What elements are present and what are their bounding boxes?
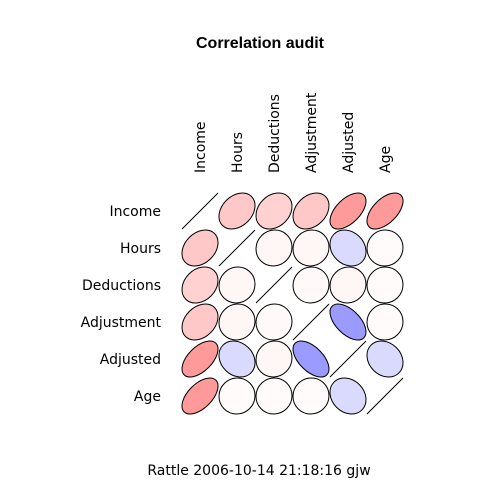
correlation-ellipse — [366, 340, 404, 378]
column-labels: Income Hours Deductions Adjustment Adjusted A… — [193, 92, 394, 173]
correlation-ellipse — [292, 377, 330, 415]
correlation-ellipse — [218, 303, 256, 341]
row-labels: Income Hours Deductions Adjustment Adjusted A… — [81, 204, 162, 405]
column-label: Deductions — [267, 94, 283, 173]
correlation-ellipse — [292, 229, 330, 267]
correlation-diagonal — [366, 377, 404, 415]
correlation-diagonal — [181, 192, 219, 230]
correlation-ellipse — [255, 229, 293, 267]
row-label: Age — [134, 389, 161, 405]
correlation-ellipse — [329, 229, 367, 267]
footer-caption: Rattle 2006-10-14 21:18:16 gjw — [147, 463, 370, 479]
correlation-ellipse — [218, 192, 256, 230]
correlation-ellipse — [329, 266, 367, 304]
correlation-ellipse — [181, 229, 219, 267]
column-label: Hours — [230, 132, 246, 173]
correlation-cells — [181, 192, 404, 415]
correlation-diagonal — [292, 303, 330, 341]
correlation-ellipse — [255, 303, 293, 341]
correlation-ellipse — [292, 192, 330, 230]
row-label: Adjusted — [100, 352, 161, 368]
correlation-diagonal — [329, 340, 367, 378]
correlation-ellipse — [181, 303, 219, 341]
column-label: Income — [193, 121, 209, 173]
correlation-ellipse — [292, 340, 330, 378]
correlation-ellipse — [181, 340, 219, 378]
column-label: Age — [378, 146, 394, 173]
correlation-ellipse — [255, 377, 293, 415]
column-label: Adjusted — [341, 112, 357, 173]
correlation-ellipse — [329, 377, 367, 415]
correlation-diagonal — [218, 229, 256, 267]
correlation-ellipse — [255, 340, 293, 378]
correlation-ellipse — [366, 303, 404, 341]
correlation-ellipse — [181, 266, 219, 304]
row-label: Adjustment — [81, 315, 162, 331]
correlation-ellipse — [255, 192, 293, 230]
correlation-ellipse — [366, 229, 404, 267]
correlation-ellipse — [366, 192, 404, 230]
column-label: Adjustment — [304, 92, 320, 173]
correlation-ellipse — [218, 266, 256, 304]
correlation-ellipse — [292, 266, 330, 304]
chart-title: Correlation audit — [196, 35, 325, 52]
correlation-ellipse — [181, 377, 219, 415]
row-label: Hours — [120, 241, 161, 257]
correlation-diagonal — [255, 266, 293, 304]
row-label: Income — [109, 204, 161, 220]
correlation-ellipse — [329, 192, 367, 230]
correlation-ellipse — [366, 266, 404, 304]
correlation-ellipse — [218, 340, 256, 378]
correlation-ellipse — [218, 377, 256, 415]
row-label: Deductions — [82, 278, 161, 294]
correlation-ellipse — [329, 303, 367, 341]
